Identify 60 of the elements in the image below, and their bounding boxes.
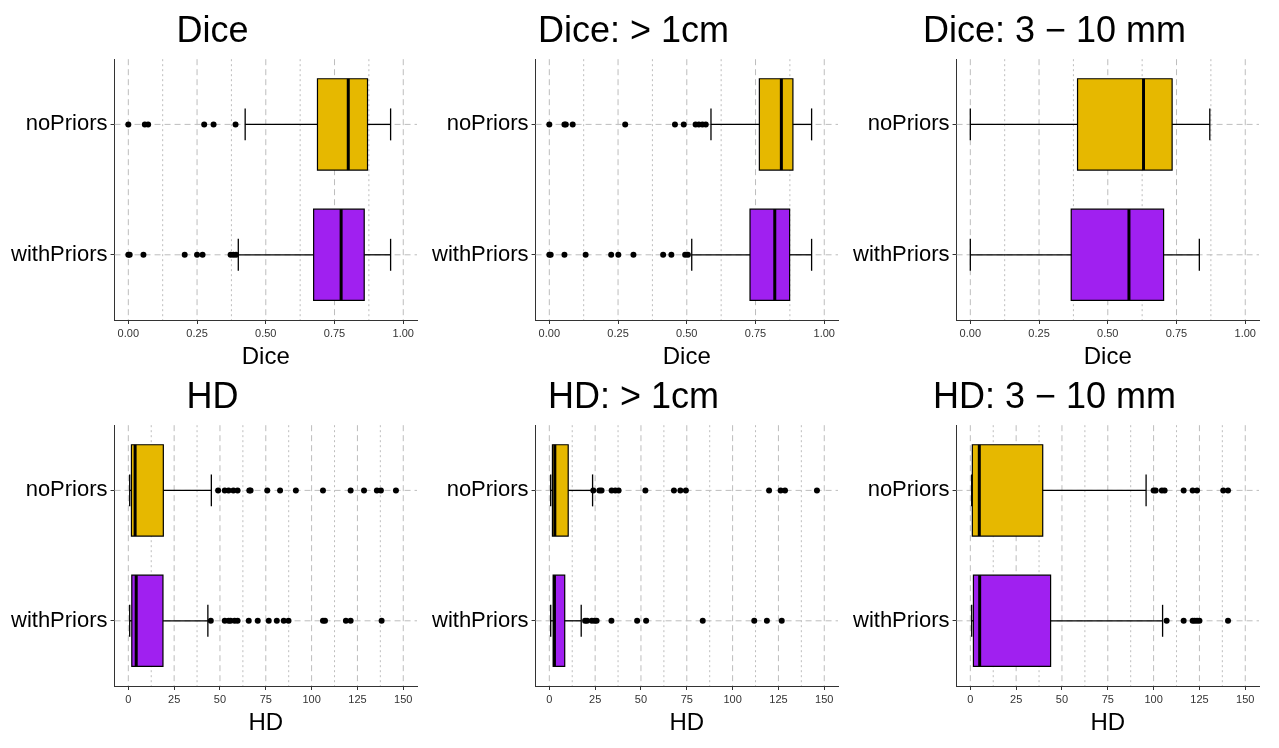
- x-tick-label: 125: [1190, 692, 1209, 705]
- x-tick-label: 25: [1010, 692, 1023, 705]
- x-tick-label: 0.50: [255, 326, 277, 339]
- x-tick-label: 0.00: [117, 326, 140, 339]
- x-tick-label: 75: [680, 692, 693, 705]
- y-tick-label: noPriors: [867, 476, 950, 502]
- x-tick-label: 100: [1144, 692, 1163, 705]
- y-tick-label: withPriors: [851, 240, 950, 266]
- y-tick-label: withPriors: [851, 606, 950, 632]
- x-tick-label: 75: [1101, 692, 1114, 705]
- x-tick-label: 150: [394, 692, 413, 705]
- y-tick-label: withPriors: [430, 240, 529, 266]
- x-tick-label: 150: [815, 692, 834, 705]
- x-tick-label: 0.25: [607, 326, 629, 339]
- x-tick-label: 0.50: [676, 326, 698, 339]
- x-axis-title: Dice: [662, 342, 711, 370]
- x-tick-label: 50: [213, 692, 227, 705]
- y-tick-label: noPriors: [446, 476, 529, 502]
- x-tick-label: 0: [967, 692, 974, 705]
- y-tick-label: withPriors: [9, 240, 108, 266]
- x-tick-label: 75: [259, 692, 272, 705]
- y-tick-label: noPriors: [867, 110, 950, 136]
- chart-title: HD: > 1cm: [547, 374, 720, 416]
- x-tick-label: 125: [769, 692, 788, 705]
- x-axis-title: HD: [669, 708, 705, 736]
- chart-title: HD: 3 − 10 mm: [932, 374, 1177, 416]
- x-axis-title: HD: [1090, 708, 1126, 736]
- x-tick-label: 0.00: [959, 326, 982, 339]
- x-tick-label: 100: [302, 692, 321, 705]
- x-tick-label: 50: [634, 692, 648, 705]
- x-tick-label: 25: [589, 692, 602, 705]
- y-tick-label: noPriors: [446, 110, 529, 136]
- x-tick-label: 0: [125, 692, 132, 705]
- x-tick-label: 50: [1055, 692, 1069, 705]
- chart-title: Dice: > 1cm: [537, 8, 730, 50]
- x-tick-label: 150: [1236, 692, 1255, 705]
- y-tick-label: noPriors: [25, 476, 108, 502]
- x-tick-label: 25: [168, 692, 181, 705]
- x-tick-label: 0.75: [323, 326, 346, 339]
- x-tick-label: 0.75: [744, 326, 767, 339]
- x-tick-label: 0.00: [538, 326, 561, 339]
- y-tick-label: withPriors: [9, 606, 108, 632]
- x-tick-label: 0.50: [1097, 326, 1119, 339]
- x-axis-title: Dice: [1083, 342, 1132, 370]
- x-axis-title: HD: [248, 708, 284, 736]
- y-tick-label: noPriors: [25, 110, 108, 136]
- y-tick-label: withPriors: [430, 606, 529, 632]
- x-axis-title: Dice: [241, 342, 290, 370]
- x-tick-label: 0.25: [186, 326, 208, 339]
- x-tick-label: 0: [546, 692, 553, 705]
- chart-title: Dice: 3 − 10 mm: [922, 8, 1187, 50]
- x-tick-label: 0.25: [1028, 326, 1050, 339]
- chart-title: Dice: [176, 8, 249, 50]
- x-tick-label: 125: [348, 692, 367, 705]
- x-tick-label: 0.75: [1165, 326, 1188, 339]
- x-tick-label: 1.00: [1234, 326, 1256, 339]
- chart-title: HD: [186, 374, 239, 416]
- x-tick-label: 100: [723, 692, 742, 705]
- x-tick-label: 1.00: [392, 326, 414, 339]
- x-tick-label: 1.00: [813, 326, 835, 339]
